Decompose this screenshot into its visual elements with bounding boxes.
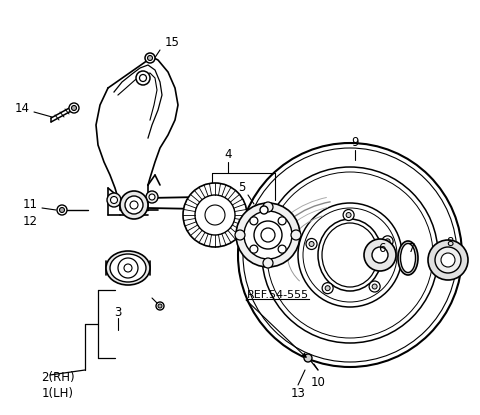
Text: 5: 5 [238,181,246,195]
Ellipse shape [318,219,382,291]
Circle shape [278,217,286,225]
Text: 6: 6 [378,242,386,254]
Circle shape [140,75,146,81]
Circle shape [382,236,393,247]
Circle shape [254,221,282,249]
Text: 1(LH): 1(LH) [42,386,74,400]
Circle shape [107,193,121,207]
Circle shape [136,71,150,85]
Circle shape [309,242,314,247]
Ellipse shape [110,254,146,282]
Circle shape [372,247,388,263]
Circle shape [125,196,143,214]
Circle shape [156,302,164,310]
Ellipse shape [398,241,418,275]
Circle shape [322,283,333,294]
Circle shape [146,191,158,203]
Text: REF.54-555: REF.54-555 [247,290,309,300]
Circle shape [120,191,148,219]
Text: 10: 10 [311,376,325,388]
Circle shape [346,212,351,217]
Circle shape [60,208,64,212]
Circle shape [145,53,155,63]
Circle shape [364,239,396,271]
Circle shape [147,56,153,61]
Circle shape [183,183,247,247]
Circle shape [278,245,286,253]
Text: 15: 15 [165,36,180,49]
Text: 14: 14 [14,102,29,115]
Text: 13: 13 [290,386,305,400]
Circle shape [250,245,258,253]
Ellipse shape [400,244,416,273]
Circle shape [325,286,330,290]
Ellipse shape [322,223,378,287]
Circle shape [306,239,317,249]
Circle shape [385,239,390,244]
Circle shape [260,206,268,214]
Circle shape [291,230,301,240]
Circle shape [441,253,455,267]
Circle shape [304,354,312,362]
Circle shape [124,264,132,272]
Circle shape [118,258,138,278]
Text: 8: 8 [446,235,454,249]
Circle shape [238,143,462,367]
Text: 12: 12 [23,215,37,229]
Text: 9: 9 [351,137,359,149]
Circle shape [244,211,292,259]
Text: 7: 7 [408,242,416,254]
Circle shape [369,281,380,292]
Circle shape [149,194,155,200]
Circle shape [110,196,118,203]
Circle shape [343,210,354,220]
Circle shape [372,284,377,289]
Circle shape [72,105,76,110]
Circle shape [428,240,468,280]
Circle shape [195,195,235,235]
Circle shape [263,202,273,212]
Circle shape [250,217,258,225]
Circle shape [435,247,461,273]
Text: 2(RH): 2(RH) [41,371,75,385]
Circle shape [261,228,275,242]
Text: 4: 4 [224,149,232,161]
Ellipse shape [106,251,150,285]
Circle shape [158,304,162,308]
Circle shape [69,103,79,113]
Circle shape [205,205,225,225]
Circle shape [236,203,300,267]
Circle shape [263,258,273,268]
Text: 11: 11 [23,198,37,212]
Circle shape [57,205,67,215]
Text: 3: 3 [114,307,122,320]
Circle shape [235,230,245,240]
